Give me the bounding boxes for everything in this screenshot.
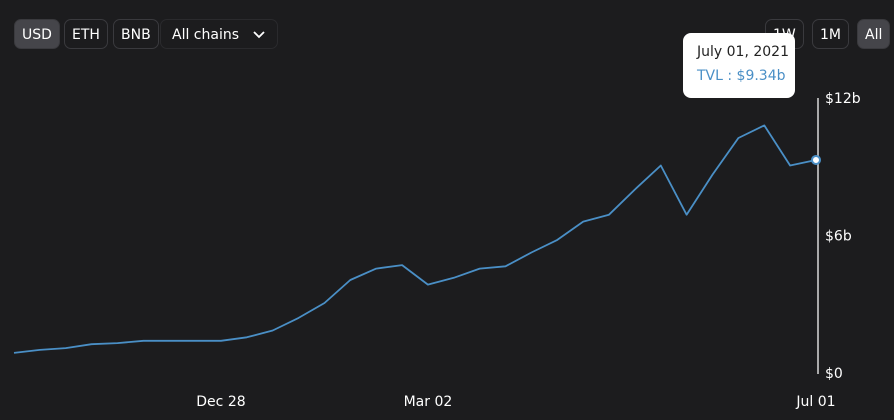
- currency-button[interactable]: USD: [14, 19, 60, 49]
- x-tick-label: Jul 01: [795, 394, 835, 410]
- chain-select[interactable]: All chains: [160, 19, 278, 49]
- x-tick-label: Mar 02: [404, 394, 453, 410]
- y-tick-label: $0: [825, 366, 843, 382]
- y-tick-label: $6b: [825, 229, 852, 245]
- y-tick-label: $12b: [825, 91, 861, 107]
- currency-button[interactable]: ETH: [64, 19, 108, 49]
- range-button[interactable]: 1M: [812, 19, 849, 49]
- tooltip-value: TVL : $9.34b: [697, 68, 786, 84]
- tvl-line: [13, 124, 817, 354]
- tooltip-title: July 01, 2021: [697, 44, 789, 60]
- chevron: [253, 31, 265, 39]
- chain-select-label: All chains: [172, 27, 240, 43]
- range-button[interactable]: All: [857, 19, 891, 49]
- hover-point: [811, 154, 821, 165]
- x-tick-label: Dec 28: [196, 394, 245, 410]
- tooltip: July 01, 2021 TVL : $9.34b: [683, 33, 795, 98]
- currency-button[interactable]: BNB: [113, 19, 159, 49]
